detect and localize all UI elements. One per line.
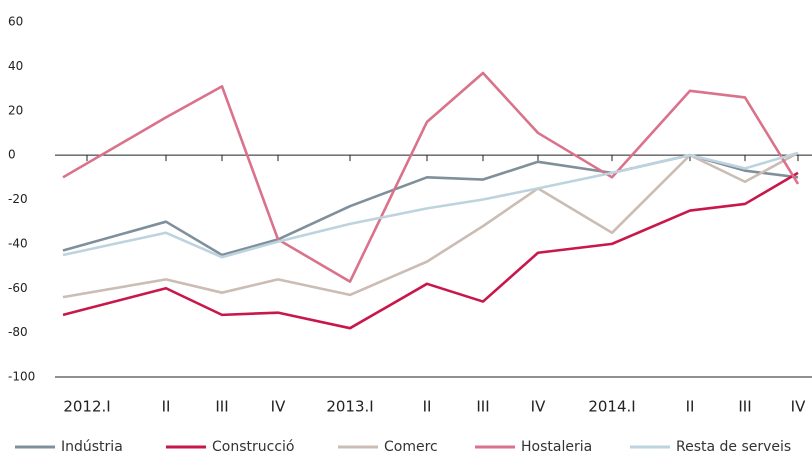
y-tick-label: 40 xyxy=(8,59,23,73)
series-line xyxy=(62,151,799,259)
x-tick-label: II xyxy=(686,398,695,416)
x-tick-label: 2012.I xyxy=(63,398,110,416)
y-tick-label: -80 xyxy=(8,325,28,339)
legend-label: Comerc xyxy=(384,439,438,455)
y-tick-label: -60 xyxy=(8,281,28,295)
y-tick-label: 0 xyxy=(8,148,16,162)
series-line xyxy=(62,151,799,299)
series-line xyxy=(62,71,800,283)
legend-label: Resta de serveis xyxy=(676,439,791,455)
y-tick-label: -20 xyxy=(8,192,28,206)
x-tick-label: II xyxy=(423,398,432,416)
legend-label: Indústria xyxy=(61,439,123,455)
x-tick-label: III xyxy=(476,398,489,416)
legend-label: Hostaleria xyxy=(521,439,592,455)
x-tick-label: III xyxy=(215,398,228,416)
y-tick-label: -100 xyxy=(8,370,35,384)
legend-label: Construcció xyxy=(212,439,294,455)
x-tick-label: 2014.I xyxy=(588,398,635,416)
x-tick-label: III xyxy=(738,398,751,416)
x-tick-label: 2013.I xyxy=(326,398,373,416)
x-tick-label: IV xyxy=(271,398,286,416)
x-tick-label: II xyxy=(162,398,171,416)
y-tick-label: 20 xyxy=(8,103,23,117)
y-tick-label: 60 xyxy=(8,15,23,29)
x-tick-label: IV xyxy=(791,398,806,416)
y-tick-label: -40 xyxy=(8,236,28,250)
x-tick-label: IV xyxy=(531,398,546,416)
series-line xyxy=(62,153,799,257)
series-line xyxy=(62,171,799,330)
